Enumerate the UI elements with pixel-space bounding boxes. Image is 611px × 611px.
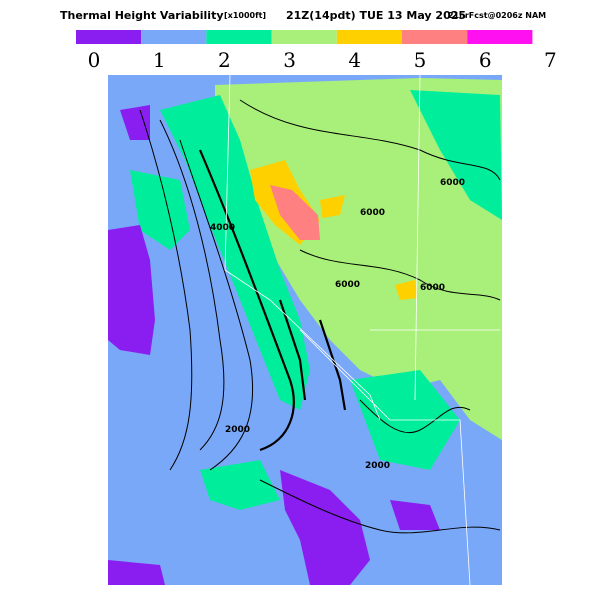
- colorbar-label: 5: [414, 48, 427, 72]
- contour: [159, 119, 225, 451]
- colorbar: 0 1 2 3 4 5 6 7: [76, 30, 557, 72]
- region-level-5: [270, 185, 320, 240]
- contour-label: 6000: [420, 283, 445, 293]
- colorbar-label: 4: [348, 48, 361, 72]
- region-level-0: [108, 225, 155, 355]
- map: 6000 6000 6000 2000 4000 2000 6000: [108, 75, 502, 585]
- title: Thermal Height Variability: [60, 9, 224, 22]
- contour: [239, 99, 501, 181]
- contour-label: 2000: [225, 425, 250, 435]
- region-level-2: [130, 170, 190, 250]
- colorbar-swatch: [206, 30, 272, 44]
- region-level-4: [395, 280, 418, 300]
- contour: [198, 149, 295, 452]
- region-level-2: [200, 460, 280, 510]
- colorbar-label: 7: [544, 48, 557, 72]
- colorbar-swatch: [271, 30, 337, 44]
- contour: [259, 479, 501, 534]
- region-level-0: [108, 560, 165, 585]
- colorbar-swatch: [141, 30, 207, 44]
- contour: [299, 249, 501, 301]
- contour: [179, 139, 254, 471]
- contour-labels: 6000 6000 6000 2000 4000 2000 6000: [210, 178, 465, 471]
- forecast: 21hrFcst@0206z NAM: [448, 11, 546, 20]
- colorbar-label: 0: [88, 48, 101, 72]
- contour-label: 6000: [440, 178, 465, 188]
- units: [x1000ft]: [224, 11, 266, 20]
- colorbar-label: 3: [283, 48, 296, 72]
- colorbar-swatch: [76, 30, 142, 44]
- contour: [139, 109, 193, 471]
- colorbar-swatch: [402, 30, 468, 44]
- region-level-2: [410, 90, 502, 220]
- colorbar-label: 1: [153, 48, 166, 72]
- valid-time: 21Z(14pdt) TUE 13 May 2025: [286, 9, 466, 22]
- colorbar-swatch: [336, 30, 402, 44]
- colorbar-label: 6: [479, 48, 492, 72]
- contour-label: 4000: [210, 223, 235, 233]
- colorbar-swatch: [467, 30, 533, 44]
- contour-label: 6000: [335, 280, 360, 290]
- region-level-4: [320, 195, 345, 218]
- region-level-0: [280, 470, 370, 585]
- region-level-0: [390, 500, 440, 530]
- region-level-0: [120, 105, 150, 140]
- state-border: [224, 75, 500, 585]
- contour-label: 2000: [365, 461, 390, 471]
- contour-label: 6000: [360, 208, 385, 218]
- colorbar-label: 2: [218, 48, 231, 72]
- contour: [359, 399, 471, 434]
